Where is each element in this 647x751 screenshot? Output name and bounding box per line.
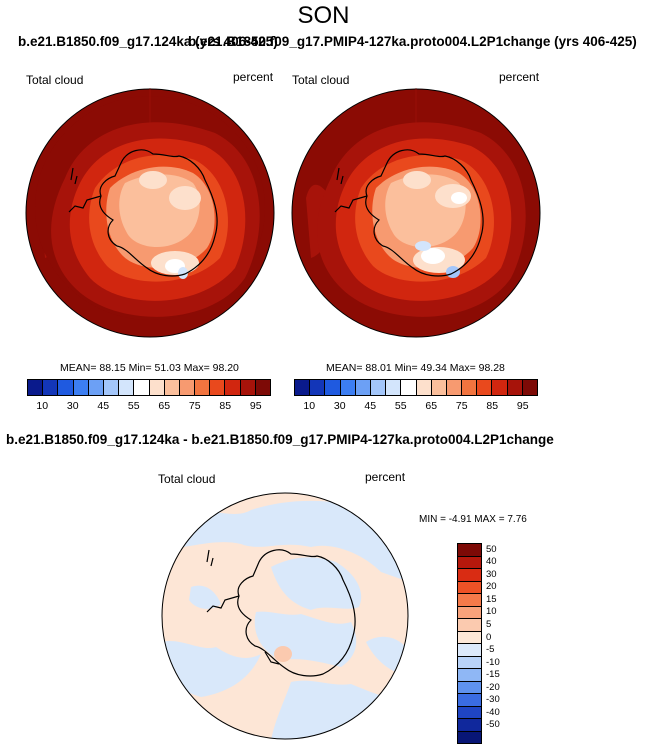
colorbar-swatch bbox=[458, 544, 481, 557]
colorbar-swatch bbox=[195, 380, 211, 395]
colorbar-swatch bbox=[149, 380, 165, 395]
colorbar-tick-label: -40 bbox=[486, 706, 500, 718]
diff-colorbar bbox=[457, 543, 482, 744]
colorbar-swatch bbox=[88, 380, 104, 395]
left-panel-title: b.e21.B1850.f09_g17.124ka (yrs 406-425) bbox=[18, 34, 278, 49]
colorbar-tick-label: -20 bbox=[486, 681, 500, 693]
colorbar-swatch bbox=[210, 380, 226, 395]
colorbar-swatch bbox=[458, 706, 481, 719]
colorbar-swatch bbox=[401, 380, 417, 395]
colorbar-tick-label: 40 bbox=[486, 556, 497, 568]
season-title: SON bbox=[297, 2, 350, 29]
colorbar-tick-label: 65 bbox=[425, 400, 438, 412]
colorbar-swatch bbox=[370, 380, 387, 395]
colorbar-tick-label: -50 bbox=[486, 719, 500, 731]
colorbar-swatch bbox=[458, 656, 481, 669]
colorbar-swatch bbox=[179, 380, 196, 395]
diff-units-label: percent bbox=[365, 470, 406, 484]
colorbar-tick-label: -5 bbox=[486, 644, 495, 656]
colorbar-swatch bbox=[458, 644, 481, 657]
colorbar-swatch bbox=[58, 380, 74, 395]
colorbar-swatch bbox=[134, 380, 150, 395]
colorbar-tick-label: 20 bbox=[486, 581, 497, 593]
colorbar-swatch bbox=[458, 594, 481, 607]
colorbar-swatch bbox=[164, 380, 180, 395]
colorbar-swatch bbox=[458, 556, 481, 569]
colorbar-tick-label: 85 bbox=[219, 400, 232, 412]
colorbar-swatch bbox=[28, 380, 44, 395]
colorbar-tick-label: 5 bbox=[486, 618, 492, 630]
colorbar-tick-label: 30 bbox=[486, 568, 497, 580]
diff-polar-map bbox=[161, 492, 409, 740]
colorbar-swatch bbox=[458, 731, 481, 743]
colorbar-tick-label: 10 bbox=[486, 606, 497, 618]
colorbar-swatch bbox=[458, 719, 481, 732]
colorbar-swatch bbox=[310, 380, 326, 395]
colorbar-swatch bbox=[431, 380, 447, 395]
colorbar-tick-label: -15 bbox=[486, 669, 500, 681]
right-colorbar bbox=[294, 379, 538, 396]
diff-variable-label: Total cloud bbox=[158, 472, 216, 486]
colorbar-swatch bbox=[477, 380, 493, 395]
colorbar-tick-label: -30 bbox=[486, 694, 500, 706]
colorbar-tick-label: 65 bbox=[158, 400, 171, 412]
right-variable-label: Total cloud bbox=[292, 73, 350, 87]
colorbar-tick-label: 45 bbox=[364, 400, 377, 412]
colorbar-tick-label: 10 bbox=[36, 400, 49, 412]
colorbar-tick-label: 95 bbox=[516, 400, 529, 412]
left-variable-label: Total cloud bbox=[26, 73, 84, 87]
colorbar-tick-label: 10 bbox=[303, 400, 316, 412]
colorbar-swatch bbox=[416, 380, 432, 395]
colorbar-swatch bbox=[458, 694, 481, 707]
colorbar-swatch bbox=[386, 380, 402, 395]
right-panel-title: b.e21.B1850.f09_g17.PMIP4-127ka.proto004… bbox=[188, 34, 637, 49]
colorbar-tick-label: 0 bbox=[486, 631, 492, 643]
colorbar-swatch bbox=[255, 380, 270, 395]
colorbar-swatch bbox=[458, 681, 481, 694]
colorbar-swatch bbox=[458, 606, 481, 619]
colorbar-swatch bbox=[325, 380, 341, 395]
colorbar-tick-label: 55 bbox=[127, 400, 140, 412]
colorbar-swatch bbox=[492, 380, 508, 395]
colorbar-swatch bbox=[446, 380, 463, 395]
diff-minmax: MIN = -4.91 MAX = 7.76 bbox=[419, 514, 527, 525]
diff-panel-title: b.e21.B1850.f09_g17.124ka - b.e21.B1850.… bbox=[6, 432, 554, 447]
colorbar-tick-label: 75 bbox=[188, 400, 201, 412]
right-units-label: percent bbox=[499, 70, 540, 84]
left-units-label: percent bbox=[233, 70, 274, 84]
colorbar-swatch bbox=[240, 380, 256, 395]
left-colorbar bbox=[27, 379, 271, 396]
colorbar-swatch bbox=[458, 669, 481, 682]
colorbar-swatch bbox=[507, 380, 523, 395]
colorbar-tick-label: 55 bbox=[394, 400, 407, 412]
colorbar-swatch bbox=[355, 380, 371, 395]
colorbar-swatch bbox=[458, 619, 481, 632]
right-stats: MEAN= 88.01 Min= 49.34 Max= 98.28 bbox=[326, 362, 505, 374]
colorbar-tick-label: 75 bbox=[455, 400, 468, 412]
colorbar-swatch bbox=[43, 380, 59, 395]
colorbar-swatch bbox=[119, 380, 135, 395]
colorbar-swatch bbox=[462, 380, 478, 395]
colorbar-swatch bbox=[103, 380, 120, 395]
colorbar-tick-label: 30 bbox=[333, 400, 346, 412]
left-stats: MEAN= 88.15 Min= 51.03 Max= 98.20 bbox=[60, 362, 239, 374]
colorbar-tick-label: -10 bbox=[486, 656, 500, 668]
colorbar-tick-label: 30 bbox=[66, 400, 79, 412]
colorbar-swatch bbox=[458, 581, 481, 594]
colorbar-swatch bbox=[522, 380, 537, 395]
left-polar-map bbox=[25, 88, 275, 338]
colorbar-swatch bbox=[295, 380, 311, 395]
colorbar-swatch bbox=[340, 380, 356, 395]
right-polar-map bbox=[291, 88, 541, 338]
colorbar-swatch bbox=[73, 380, 89, 395]
colorbar-tick-label: 45 bbox=[97, 400, 110, 412]
colorbar-swatch bbox=[225, 380, 241, 395]
colorbar-tick-label: 15 bbox=[486, 593, 497, 605]
colorbar-swatch bbox=[458, 631, 481, 644]
colorbar-tick-label: 50 bbox=[486, 543, 497, 555]
colorbar-tick-label: 95 bbox=[249, 400, 262, 412]
colorbar-swatch bbox=[458, 569, 481, 582]
colorbar-tick-label: 85 bbox=[486, 400, 499, 412]
